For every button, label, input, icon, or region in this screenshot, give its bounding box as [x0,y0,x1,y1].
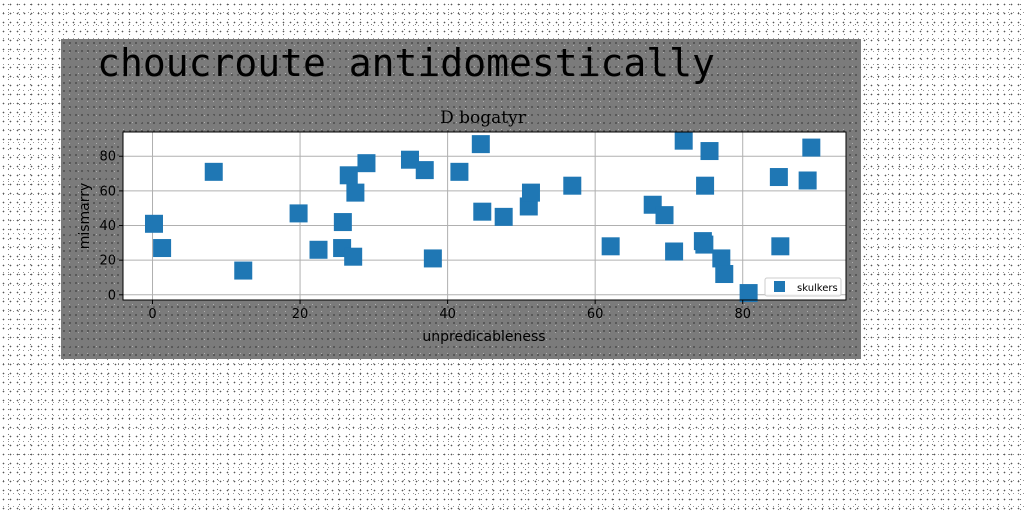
plot-frame [122,131,847,301]
data-point [333,213,352,232]
figure-suptitle: choucroute antidomestically [97,41,715,85]
data-point [601,237,620,256]
x-tick-label: 20 [292,307,309,322]
data-point [563,176,582,195]
x-tick-label: 0 [148,307,156,322]
data-point [521,183,540,202]
legend-marker-icon [774,281,785,292]
data-point [798,171,817,190]
data-point [473,202,492,221]
data-point [289,204,308,223]
data-point [344,247,363,266]
data-point [144,214,163,233]
data-point [423,249,442,268]
data-point [471,135,490,154]
chart-title: D bogatyr [440,108,527,128]
data-point [715,265,734,284]
data-point [700,142,719,161]
y-tick-label: 80 [99,150,116,165]
data-point [771,237,790,256]
y-tick-label: 20 [99,254,116,269]
data-points [144,131,821,303]
x-tick-label: 40 [439,307,456,322]
data-point [696,176,715,195]
x-tick-label: 60 [587,307,604,322]
y-tick-label: 60 [99,184,116,199]
legend-label: skulkers [797,283,838,294]
data-point [712,249,731,268]
y-axis-label: mismarry [77,183,93,250]
x-axis-label: unpredicableness [422,329,545,345]
data-point [204,162,223,181]
data-point [802,138,821,157]
y-tick-label: 0 [108,288,116,303]
scatter-chart: D bogatyr 0 20 40 60 80 0 20 40 60 80 unpredicabl… [77,108,847,345]
data-point [739,284,758,303]
legend: skulkers [764,277,842,297]
data-point [153,239,172,258]
figure: choucroute antidomestically D bogatyr 0 2… [61,39,861,359]
data-point [415,161,434,180]
data-point [674,131,693,150]
data-point [769,168,788,187]
data-point [346,183,365,202]
data-point [309,240,328,259]
data-point [400,150,419,169]
axis-ticks: 0 20 40 60 80 0 20 40 60 80 [99,150,751,322]
data-point [655,206,674,225]
data-point [665,242,684,261]
data-point [519,197,538,216]
data-point [339,166,358,185]
y-tick-label: 40 [99,219,116,234]
x-tick-label: 80 [734,307,751,322]
data-point [695,235,714,254]
data-point [357,154,376,173]
data-point [450,162,469,181]
data-point [494,207,513,226]
data-point [234,261,253,280]
